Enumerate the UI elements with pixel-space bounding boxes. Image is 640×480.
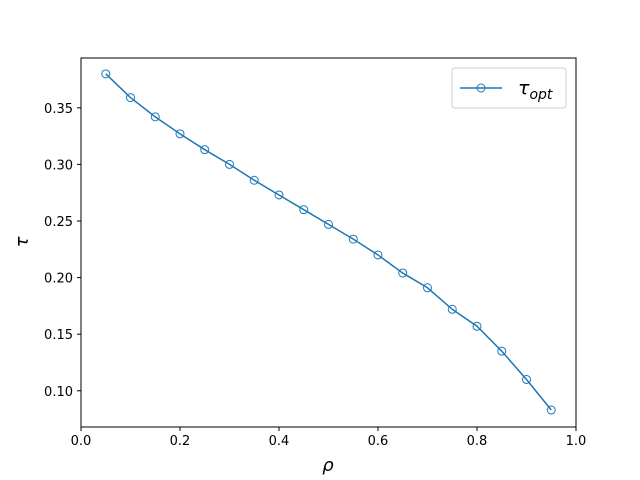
y-tick-label: 0.15 — [44, 328, 73, 343]
marker — [324, 219, 333, 229]
marker — [348, 234, 358, 244]
marker — [274, 190, 284, 200]
y-tick-label: 0.35 — [44, 102, 73, 117]
marker — [546, 405, 556, 415]
y-tick-label: 0.20 — [44, 272, 73, 287]
y-tick-label: 0.30 — [44, 158, 73, 173]
x-tick-label: 0.4 — [269, 434, 290, 449]
legend-marker — [476, 83, 486, 93]
marker — [497, 346, 507, 356]
marker — [522, 374, 531, 384]
marker — [150, 112, 160, 122]
x-tick-label: 0.2 — [170, 434, 191, 449]
marker — [200, 145, 210, 155]
legend-box — [451, 67, 567, 109]
marker — [175, 129, 185, 139]
marker — [373, 250, 383, 260]
marker — [398, 268, 408, 278]
marker — [447, 304, 457, 314]
marker — [101, 69, 111, 79]
plot-area — [80, 57, 577, 428]
marker — [299, 205, 309, 215]
marker — [472, 321, 482, 331]
marker — [249, 175, 259, 185]
x-tick-label: 0.8 — [467, 434, 488, 449]
x-tick-label: 1.0 — [566, 434, 587, 449]
marker — [423, 283, 432, 293]
x-axis-label: ρ — [322, 455, 334, 476]
series-line — [105, 73, 552, 411]
marker — [225, 159, 234, 169]
x-tick-label: 0.6 — [368, 434, 389, 449]
legend-label: τopt — [518, 77, 553, 103]
y-tick-label: 0.10 — [44, 385, 73, 400]
y-axis-label: τ — [12, 236, 33, 247]
marker — [126, 93, 135, 103]
y-tick-label: 0.25 — [44, 215, 73, 230]
x-tick-label: 0.0 — [71, 434, 92, 449]
